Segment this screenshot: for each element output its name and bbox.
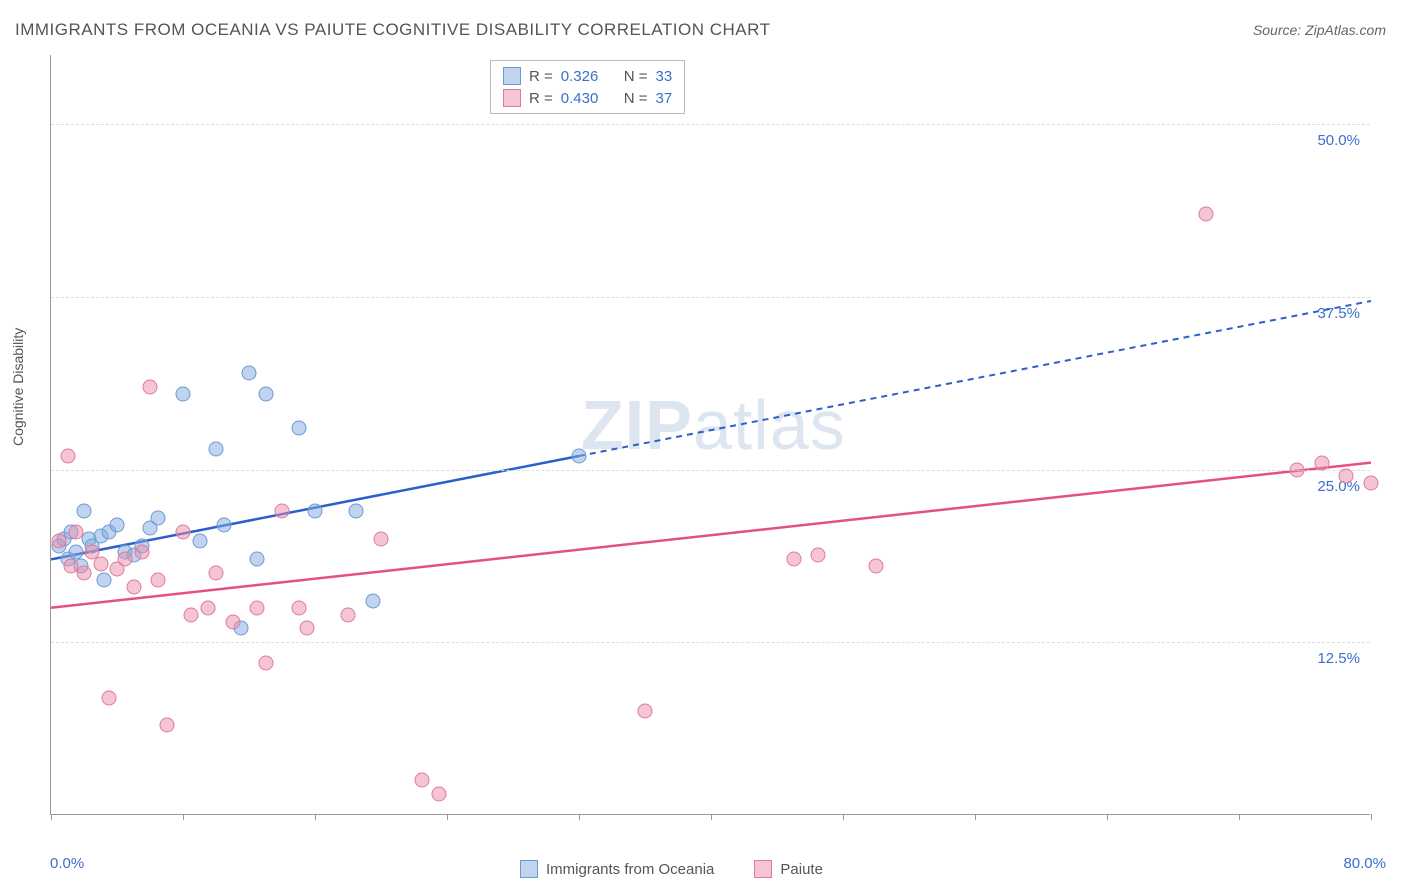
data-point [415, 773, 430, 788]
legend-swatch [754, 860, 772, 878]
x-tick [183, 814, 184, 820]
y-tick-label: 50.0% [1317, 132, 1360, 149]
x-tick [447, 814, 448, 820]
source-label: Source: ZipAtlas.com [1253, 22, 1386, 38]
x-tick [51, 814, 52, 820]
chart-container: IMMIGRANTS FROM OCEANIA VS PAIUTE COGNIT… [0, 0, 1406, 892]
data-point [68, 524, 83, 539]
data-point [242, 365, 257, 380]
r-label: R = [529, 68, 553, 85]
data-point [291, 421, 306, 436]
data-point [431, 787, 446, 802]
x-tick [1107, 814, 1108, 820]
data-point [77, 504, 92, 519]
series-name: Paiute [780, 861, 823, 878]
data-point [374, 531, 389, 546]
data-point [134, 545, 149, 560]
data-point [291, 600, 306, 615]
data-point [258, 656, 273, 671]
data-point [68, 545, 83, 560]
data-point [151, 573, 166, 588]
gridline [51, 124, 1370, 125]
data-point [341, 607, 356, 622]
chart-title: IMMIGRANTS FROM OCEANIA VS PAIUTE COGNIT… [15, 20, 770, 40]
data-point [200, 600, 215, 615]
data-point [1199, 206, 1214, 221]
data-point [176, 386, 191, 401]
data-point [365, 593, 380, 608]
plot-area: ZIPatlas 12.5%25.0%37.5%50.0% [50, 55, 1370, 815]
data-point [299, 621, 314, 636]
data-point [308, 504, 323, 519]
data-point [572, 448, 587, 463]
x-tick [579, 814, 580, 820]
gridline [51, 470, 1370, 471]
x-tick [711, 814, 712, 820]
series-name: Immigrants from Oceania [546, 861, 714, 878]
data-point [52, 534, 67, 549]
data-point [192, 534, 207, 549]
r-label: R = [529, 90, 553, 107]
stat-legend-row: R = 0.430 N = 37 [503, 87, 672, 109]
data-point [159, 718, 174, 733]
data-point [176, 524, 191, 539]
y-tick-label: 37.5% [1317, 305, 1360, 322]
bottom-legend-item: Immigrants from Oceania [520, 860, 714, 878]
data-point [101, 690, 116, 705]
bottom-legend-item: Paiute [754, 860, 823, 878]
bottom-legend: Immigrants from Oceania Paiute [520, 860, 823, 878]
data-point [1364, 476, 1379, 491]
y-tick-label: 12.5% [1317, 650, 1360, 667]
legend-swatch [520, 860, 538, 878]
data-point [786, 552, 801, 567]
data-point [225, 614, 240, 629]
data-point [118, 552, 133, 567]
data-point [250, 552, 265, 567]
x-min-label: 0.0% [50, 855, 84, 872]
data-point [1289, 462, 1304, 477]
data-point [93, 556, 108, 571]
n-label: N = [624, 68, 648, 85]
r-value: 0.430 [561, 90, 616, 107]
data-point [258, 386, 273, 401]
data-point [184, 607, 199, 622]
data-point [811, 548, 826, 563]
stat-legend-row: R = 0.326 N = 33 [503, 65, 672, 87]
data-point [143, 379, 158, 394]
y-axis-label: Cognitive Disability [10, 328, 26, 446]
x-tick [315, 814, 316, 820]
data-point [151, 510, 166, 525]
watermark: ZIPatlas [581, 385, 846, 465]
data-point [60, 448, 75, 463]
data-point [349, 504, 364, 519]
data-point [217, 517, 232, 532]
data-point [96, 573, 111, 588]
n-value: 33 [656, 68, 673, 85]
data-point [869, 559, 884, 574]
r-value: 0.326 [561, 68, 616, 85]
x-max-label: 80.0% [1343, 855, 1386, 872]
data-point [638, 704, 653, 719]
n-value: 37 [656, 90, 673, 107]
x-tick [975, 814, 976, 820]
n-label: N = [624, 90, 648, 107]
data-point [209, 566, 224, 581]
legend-swatch [503, 89, 521, 107]
x-tick [1239, 814, 1240, 820]
legend-swatch [503, 67, 521, 85]
gridline [51, 297, 1370, 298]
data-point [209, 441, 224, 456]
data-point [250, 600, 265, 615]
gridline [51, 642, 1370, 643]
data-point [77, 566, 92, 581]
x-tick [843, 814, 844, 820]
data-point [126, 580, 141, 595]
data-point [110, 517, 125, 532]
data-point [1314, 455, 1329, 470]
data-point [1339, 469, 1354, 484]
data-point [275, 504, 290, 519]
x-tick [1371, 814, 1372, 820]
stat-legend: R = 0.326 N = 33 R = 0.430 N = 37 [490, 60, 685, 114]
